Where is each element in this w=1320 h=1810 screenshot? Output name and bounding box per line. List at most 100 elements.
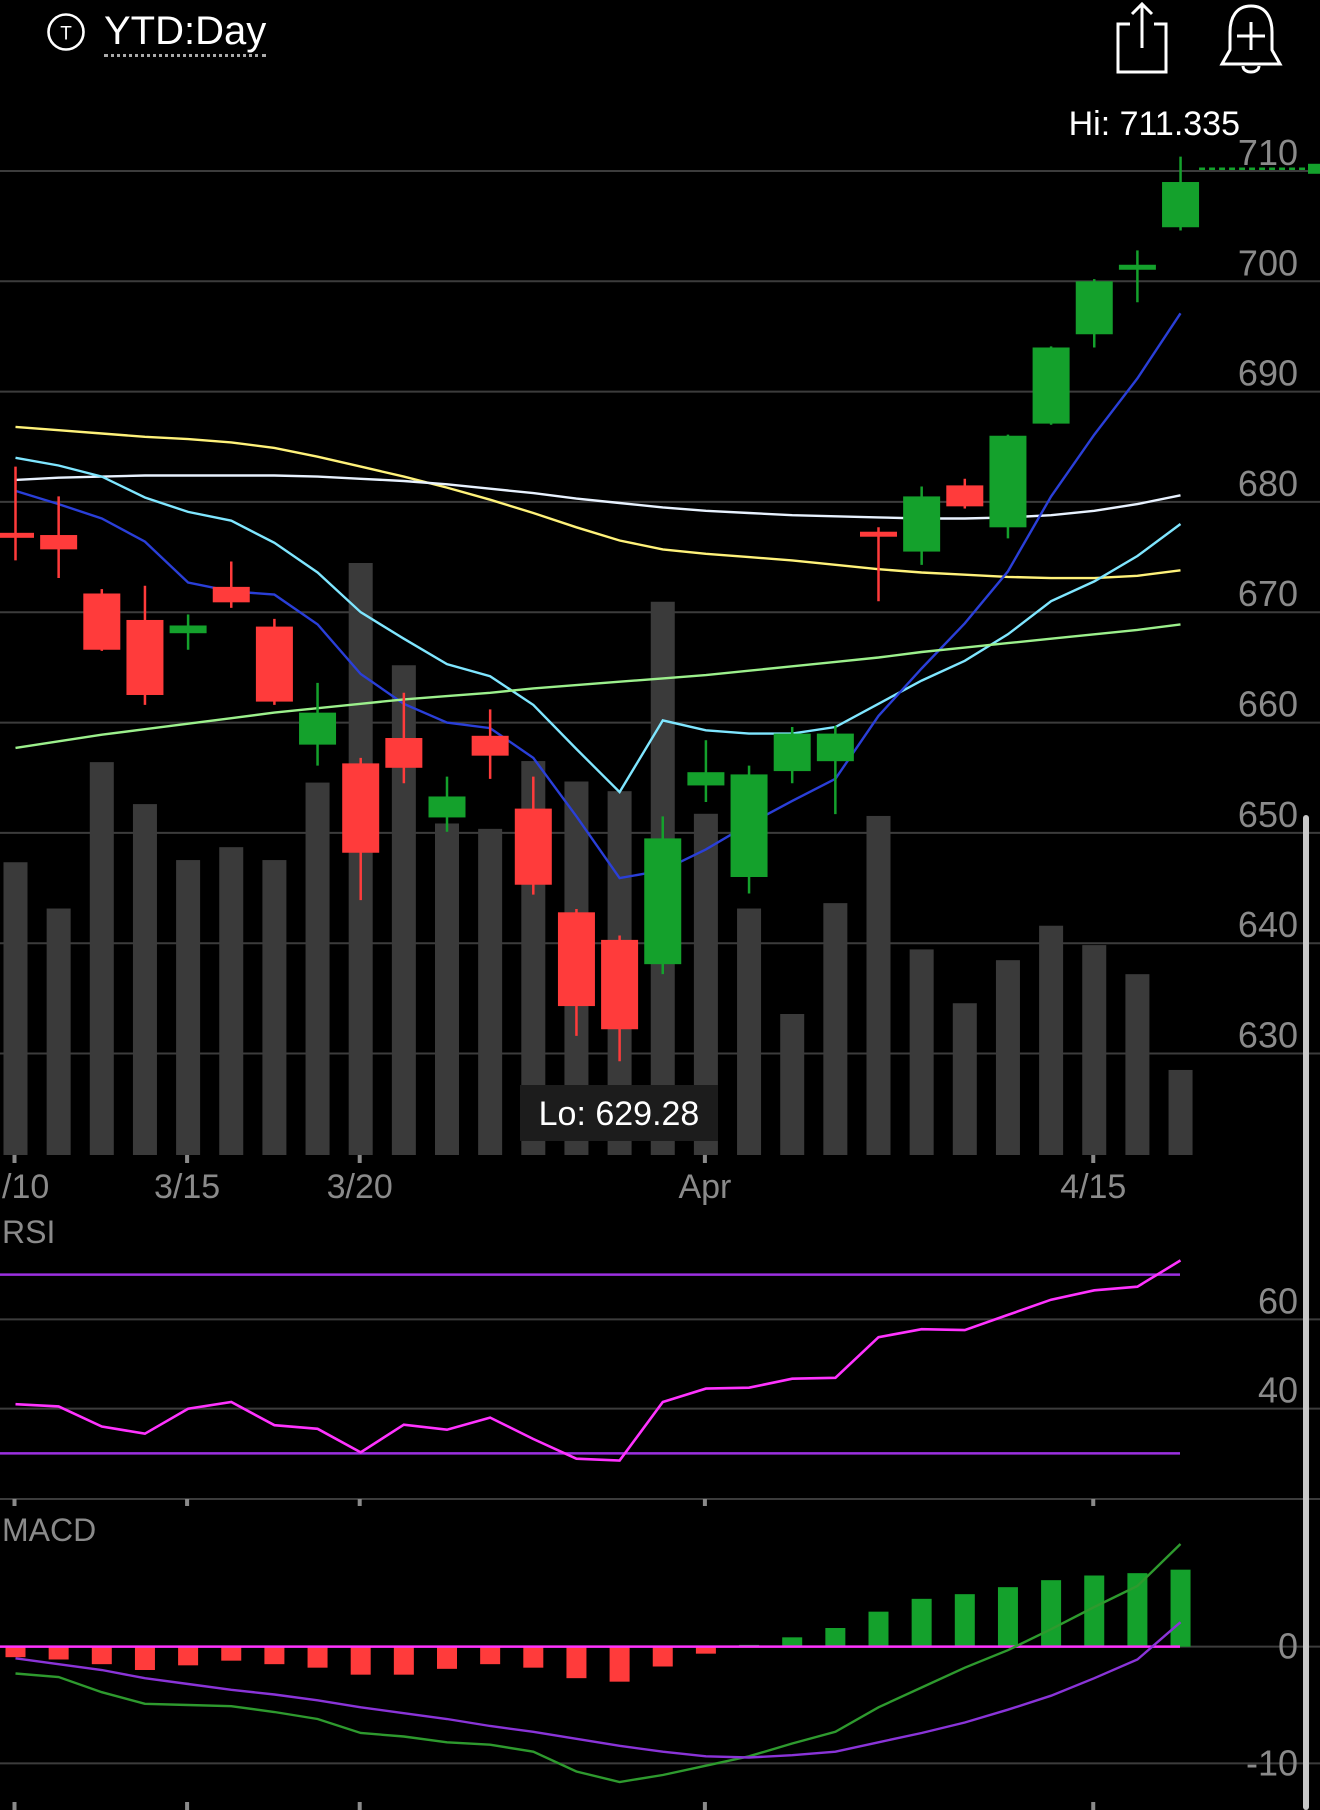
- volume-bar: [478, 828, 503, 1155]
- rsi-panel-title: RSI: [2, 1214, 55, 1250]
- volume-bar: [866, 815, 891, 1155]
- macd-histogram-bar: [825, 1628, 846, 1647]
- vertical-scrollbar[interactable]: [1303, 815, 1309, 1810]
- candle-up: [989, 435, 1027, 528]
- volume-bar: [1168, 1069, 1193, 1155]
- macd-histogram-bar: [782, 1637, 803, 1647]
- date-axis-label: 3/15: [154, 1168, 220, 1206]
- macd-histogram-bar: [307, 1646, 328, 1668]
- candle-down: [385, 738, 423, 768]
- candle-up: [644, 838, 682, 965]
- candle-down: [860, 531, 897, 537]
- price-axis-tick: 640: [1238, 904, 1298, 945]
- candle-up: [169, 625, 207, 634]
- macd-histogram-bar: [695, 1646, 716, 1654]
- moving-average-line: [15, 456, 1182, 795]
- candle-down: [471, 735, 509, 756]
- moving-average-line: [15, 312, 1182, 880]
- volume-bar: [89, 762, 114, 1155]
- candle-down: [126, 619, 164, 695]
- volume-bar: [1125, 974, 1150, 1155]
- candle-up: [428, 796, 466, 818]
- macd-histogram-bar: [221, 1646, 242, 1661]
- volume-bar: [132, 804, 157, 1155]
- candle-up: [730, 774, 768, 878]
- volume-bar: [823, 903, 848, 1155]
- macd-histogram-bar: [652, 1646, 673, 1667]
- volume-bar: [3, 862, 28, 1155]
- price-axis-tick: 670: [1238, 573, 1298, 614]
- volume-bar: [995, 960, 1020, 1155]
- candle-up: [773, 733, 811, 772]
- macd-histogram-bar: [393, 1646, 414, 1675]
- macd-histogram-bar: [1170, 1569, 1191, 1647]
- low-price-label-bg: [520, 1085, 718, 1141]
- price-axis-tick: 630: [1238, 1015, 1298, 1056]
- moving-average-line: [15, 474, 1181, 520]
- moving-average-line: [15, 623, 1181, 750]
- volume-bar: [305, 782, 330, 1155]
- candle-up: [299, 712, 337, 745]
- macd-histogram-bar: [954, 1594, 975, 1647]
- price-axis-tick: 710: [1238, 132, 1298, 173]
- macd-histogram-bar: [1127, 1573, 1148, 1647]
- macd-histogram-bar: [134, 1646, 155, 1670]
- macd-panel-title: MACD: [2, 1512, 96, 1548]
- date-axis-label: 3/20: [327, 1168, 393, 1206]
- low-price-label: Lo: 629.28: [539, 1095, 700, 1133]
- date-axis-label: Apr: [678, 1168, 731, 1206]
- macd-histogram-bar: [566, 1646, 587, 1679]
- share-icon[interactable]: [1112, 0, 1172, 76]
- macd-histogram-bar: [868, 1611, 889, 1647]
- macd-histogram-bar: [5, 1646, 26, 1658]
- volume-bar: [1039, 925, 1064, 1155]
- volume-bar: [176, 860, 201, 1155]
- price-axis-tick: 660: [1238, 684, 1298, 725]
- candle-down: [255, 626, 293, 702]
- price-axis-tick: 690: [1238, 353, 1298, 394]
- last-price-marker: [1308, 163, 1320, 174]
- macd-histogram-bar: [911, 1598, 932, 1647]
- rsi-axis-tick: 40: [1258, 1370, 1298, 1411]
- volume-bar: [435, 823, 459, 1155]
- price-axis-tick: 650: [1238, 794, 1298, 835]
- volume-bar: [952, 1003, 977, 1155]
- macd-histogram-bar: [350, 1646, 371, 1675]
- candle-up: [816, 733, 854, 762]
- volume-bar: [780, 1013, 805, 1155]
- price-axis-tick: 700: [1238, 242, 1298, 283]
- volume-bar: [46, 908, 71, 1155]
- macd-histogram-bar: [264, 1646, 285, 1665]
- timeframe-icon[interactable]: T: [46, 12, 86, 52]
- macd-histogram-bar: [523, 1646, 544, 1668]
- high-price-label: Hi: 711.335: [1069, 105, 1240, 143]
- macd-histogram-bar: [91, 1646, 112, 1665]
- candle-down: [40, 535, 78, 550]
- candle-down: [83, 593, 121, 650]
- volume-bar: [737, 908, 762, 1155]
- date-axis-label: 4/15: [1060, 1168, 1126, 1206]
- macd-signal-line: [15, 1543, 1182, 1784]
- volume-bar: [909, 949, 934, 1155]
- candle-down: [0, 532, 34, 538]
- macd-axis-tick: -10: [1246, 1742, 1298, 1783]
- macd-histogram-bar: [609, 1646, 630, 1682]
- volume-bar: [219, 847, 244, 1155]
- macd-histogram-bar: [1041, 1580, 1062, 1647]
- macd-axis-tick: 0: [1278, 1626, 1298, 1667]
- date-axis-label: /10: [2, 1168, 49, 1206]
- candle-down: [212, 586, 250, 603]
- rsi-axis-tick: 60: [1258, 1280, 1298, 1321]
- macd-signal-line: [15, 1621, 1182, 1759]
- candle-up: [1075, 281, 1113, 335]
- candle-down: [342, 763, 380, 853]
- price-axis-tick: 680: [1238, 463, 1298, 504]
- svg-text:T: T: [60, 24, 72, 45]
- timeframe-selector[interactable]: YTD:Day: [104, 8, 267, 57]
- candle-up: [1032, 347, 1070, 424]
- add-alert-icon[interactable]: [1218, 0, 1284, 76]
- volume-bar: [1082, 945, 1107, 1155]
- macd-histogram-bar: [437, 1646, 457, 1669]
- candle-down: [514, 808, 552, 885]
